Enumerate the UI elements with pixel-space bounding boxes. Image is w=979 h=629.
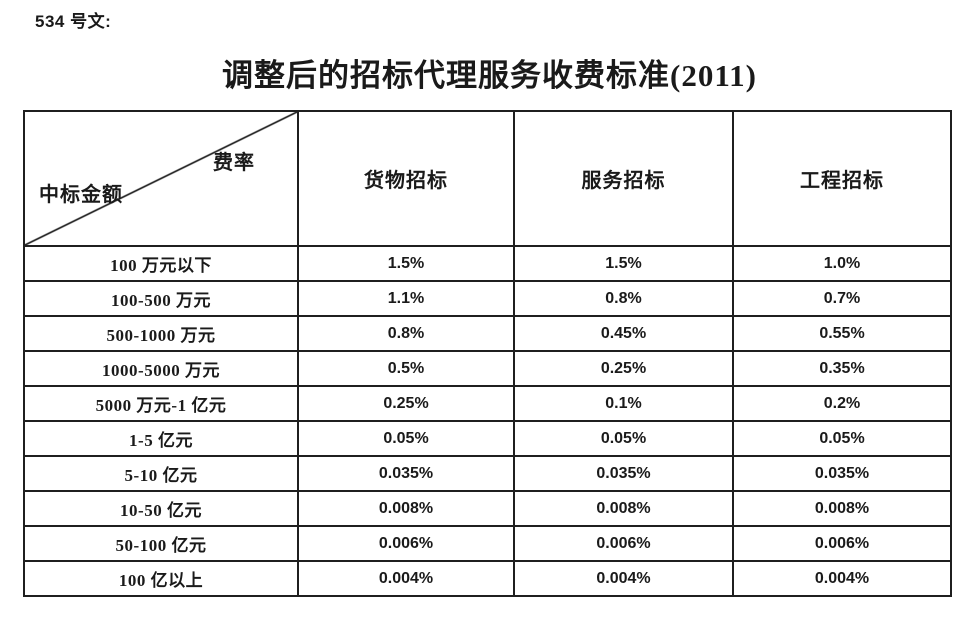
works-rate-cell: 0.05%	[732, 420, 952, 457]
services-rate-cell: 0.008%	[513, 490, 734, 527]
works-rate-cell: 0.008%	[732, 490, 952, 527]
services-rate-cell: 0.8%	[513, 280, 734, 317]
services-rate-cell: 0.45%	[513, 315, 734, 352]
works-rate-cell: 0.006%	[732, 525, 952, 562]
header-row: 费率 中标金额 货物招标 服务招标 工程招标	[23, 110, 952, 247]
amount-cell: 500-1000 万元	[23, 315, 299, 352]
doc-ref-label: 534 号文:	[35, 12, 112, 31]
table-row: 10-50 亿元 0.008% 0.008% 0.008%	[23, 490, 952, 527]
corner-header-cell: 费率 中标金额	[23, 110, 299, 247]
amount-cell: 50-100 亿元	[23, 525, 299, 562]
amount-cell: 1-5 亿元	[23, 420, 299, 457]
services-rate-cell: 0.006%	[513, 525, 734, 562]
amount-cell: 5000 万元-1 亿元	[23, 385, 299, 422]
col-header-services: 服务招标	[513, 110, 734, 247]
table-row: 1000-5000 万元 0.5% 0.25% 0.35%	[23, 350, 952, 387]
goods-rate-cell: 0.008%	[297, 490, 515, 527]
corner-label-amount: 中标金额	[39, 184, 123, 206]
works-rate-cell: 0.004%	[732, 560, 952, 597]
works-rate-cell: 0.7%	[732, 280, 952, 317]
services-rate-cell: 0.25%	[513, 350, 734, 387]
fee-rate-table: 费率 中标金额 货物招标 服务招标 工程招标 100 万元以下 1.5% 1.5…	[23, 110, 952, 597]
services-rate-cell: 1.5%	[513, 245, 734, 282]
page-title: 调整后的招标代理服务收费标准(2011)	[222, 58, 757, 93]
goods-rate-cell: 0.004%	[297, 560, 515, 597]
table-row: 100-500 万元 1.1% 0.8% 0.7%	[23, 280, 952, 317]
services-rate-cell: 0.035%	[513, 455, 734, 492]
amount-cell: 100 万元以下	[23, 245, 299, 282]
goods-rate-cell: 0.8%	[297, 315, 515, 352]
goods-rate-cell: 0.05%	[297, 420, 515, 457]
goods-rate-cell: 0.25%	[297, 385, 515, 422]
table-row: 1-5 亿元 0.05% 0.05% 0.05%	[23, 420, 952, 457]
table-row: 5000 万元-1 亿元 0.25% 0.1% 0.2%	[23, 385, 952, 422]
goods-rate-cell: 1.1%	[297, 280, 515, 317]
works-rate-cell: 1.0%	[732, 245, 952, 282]
col-header-works: 工程招标	[732, 110, 952, 247]
table-row: 500-1000 万元 0.8% 0.45% 0.55%	[23, 315, 952, 352]
services-rate-cell: 0.004%	[513, 560, 734, 597]
amount-cell: 100-500 万元	[23, 280, 299, 317]
services-rate-cell: 0.05%	[513, 420, 734, 457]
works-rate-cell: 0.035%	[732, 455, 952, 492]
goods-rate-cell: 0.006%	[297, 525, 515, 562]
amount-cell: 100 亿以上	[23, 560, 299, 597]
table-row: 5-10 亿元 0.035% 0.035% 0.035%	[23, 455, 952, 492]
corner-label-rate: 费率	[213, 152, 255, 174]
goods-rate-cell: 1.5%	[297, 245, 515, 282]
works-rate-cell: 0.35%	[732, 350, 952, 387]
amount-cell: 5-10 亿元	[23, 455, 299, 492]
goods-rate-cell: 0.5%	[297, 350, 515, 387]
works-rate-cell: 0.55%	[732, 315, 952, 352]
table-row: 50-100 亿元 0.006% 0.006% 0.006%	[23, 525, 952, 562]
table-row: 100 亿以上 0.004% 0.004% 0.004%	[23, 560, 952, 597]
works-rate-cell: 0.2%	[732, 385, 952, 422]
amount-cell: 10-50 亿元	[23, 490, 299, 527]
col-header-goods: 货物招标	[297, 110, 515, 247]
table-row: 100 万元以下 1.5% 1.5% 1.0%	[23, 245, 952, 282]
amount-cell: 1000-5000 万元	[23, 350, 299, 387]
goods-rate-cell: 0.035%	[297, 455, 515, 492]
services-rate-cell: 0.1%	[513, 385, 734, 422]
